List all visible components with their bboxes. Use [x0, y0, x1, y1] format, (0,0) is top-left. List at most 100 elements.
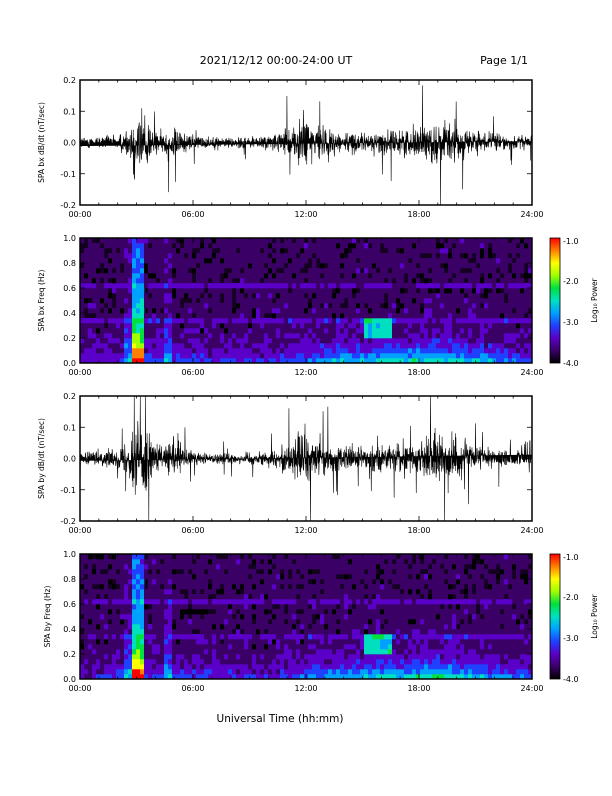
spectrogram-cell: [284, 624, 288, 629]
spectrogram-cell: [436, 308, 440, 313]
spectrogram-cell: [288, 599, 292, 604]
spectrogram-cell: [296, 278, 300, 283]
spectrogram-cell: [312, 288, 316, 293]
spectrogram-cell: [404, 614, 408, 619]
spectrogram-cell: [228, 634, 232, 639]
spectrogram-cell: [224, 564, 228, 569]
spectrogram-cell: [232, 313, 236, 318]
spectrogram-cell: [288, 298, 292, 303]
spectrogram-cell: [208, 253, 212, 258]
spectrogram-cell: [228, 348, 232, 353]
spectrogram-cell: [292, 644, 296, 649]
spectrogram-cell: [396, 273, 400, 278]
spectrogram-cell: [244, 348, 248, 353]
spectrogram-cell: [320, 318, 324, 323]
spectrogram-cell: [220, 318, 224, 323]
spectrogram-cell: [268, 599, 272, 604]
spectrogram-cell: [128, 599, 132, 604]
spectrogram-cell: [352, 589, 356, 594]
spectrogram-cell: [388, 308, 392, 313]
spectrogram-cell: [288, 303, 292, 308]
spectrogram-cell: [276, 258, 280, 263]
spectrogram-cell: [280, 624, 284, 629]
spectrogram-cell: [472, 273, 476, 278]
spectrogram-cell: [252, 243, 256, 248]
spectrogram-cell: [96, 353, 100, 358]
spectrogram-cell: [248, 634, 252, 639]
spectrogram-cell: [444, 318, 448, 323]
spectrogram-cell: [172, 559, 176, 564]
spectrogram-cell: [436, 348, 440, 353]
spectrogram-cell: [496, 263, 500, 268]
spectrogram-cell: [84, 669, 88, 674]
spectrogram-cell: [388, 609, 392, 614]
spectrogram-cell: [500, 303, 504, 308]
spectrogram-cell: [112, 644, 116, 649]
spectrogram-cell: [288, 644, 292, 649]
spectrogram-cell: [128, 253, 132, 258]
spectrogram-cell: [312, 308, 316, 313]
spectrogram-cell: [172, 624, 176, 629]
spectrogram-cell: [448, 283, 452, 288]
spectrogram-cell: [216, 654, 220, 659]
spectrogram-cell: [416, 313, 420, 318]
spectrogram-cell: [380, 649, 384, 654]
spectrogram-cell: [280, 599, 284, 604]
spectrogram-cell: [132, 609, 136, 614]
spectrogram-cell: [124, 323, 128, 328]
spectrogram-cell: [272, 624, 276, 629]
spectrogram-cell: [376, 579, 380, 584]
spectrogram-cell: [396, 268, 400, 273]
spectrogram-cell: [196, 589, 200, 594]
spectrogram-cell: [352, 599, 356, 604]
spectrogram-cell: [300, 283, 304, 288]
spectrogram-cell: [432, 599, 436, 604]
spectrogram-cell: [120, 599, 124, 604]
spectrogram-cell: [464, 333, 468, 338]
spectrogram-cell: [416, 639, 420, 644]
spectrogram-cell: [488, 333, 492, 338]
spectrogram-cell: [224, 604, 228, 609]
spectrogram-cell: [172, 348, 176, 353]
spectrogram-cell: [300, 258, 304, 263]
spectrogram-cell: [380, 298, 384, 303]
spectrogram-cell: [400, 348, 404, 353]
spectrogram-cell: [296, 343, 300, 348]
spectrogram-cell: [192, 318, 196, 323]
spectrogram-cell: [520, 318, 524, 323]
spectrogram-cell: [292, 343, 296, 348]
spectrogram-cell: [292, 554, 296, 559]
spectrogram-cell: [472, 353, 476, 358]
spectrogram-cell: [264, 238, 268, 243]
spectrogram-cell: [388, 293, 392, 298]
spectrogram-cell: [316, 243, 320, 248]
spectrogram-cell: [348, 238, 352, 243]
spectrogram-cell: [108, 669, 112, 674]
spectrogram-cell: [320, 619, 324, 624]
spectrogram-cell: [356, 353, 360, 358]
spectrogram-cell: [236, 629, 240, 634]
spectrogram-cell: [168, 303, 172, 308]
spectrogram-cell: [340, 634, 344, 639]
spectrogram-cell: [396, 318, 400, 323]
spectrogram-cell: [412, 619, 416, 624]
spectrogram-cell: [100, 604, 104, 609]
spectrogram-cell: [236, 594, 240, 599]
spectrogram-cell: [396, 644, 400, 649]
spectrogram-cell: [256, 664, 260, 669]
spectrogram-cell: [404, 343, 408, 348]
spectrogram-cell: [172, 293, 176, 298]
spectrogram-cell: [456, 263, 460, 268]
spectrogram-cell: [236, 599, 240, 604]
spectrogram-cell: [200, 624, 204, 629]
spectrogram-cell: [84, 559, 88, 564]
spectrogram-cell: [428, 619, 432, 624]
spectrogram-cell: [264, 328, 268, 333]
spectrogram-cell: [408, 323, 412, 328]
spectrogram-cell: [188, 338, 192, 343]
spectrogram-cell: [396, 288, 400, 293]
spectrogram-cell: [384, 353, 388, 358]
spectrogram-cell: [132, 589, 136, 594]
spectrogram-cell: [128, 268, 132, 273]
spectrogram-cell: [160, 243, 164, 248]
